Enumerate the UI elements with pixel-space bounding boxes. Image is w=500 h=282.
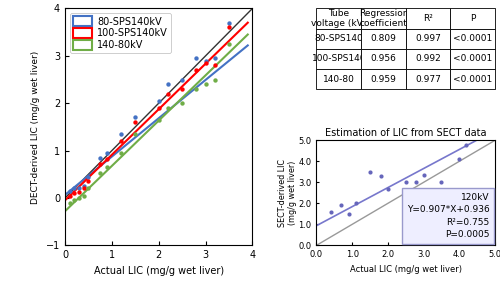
Point xyxy=(402,180,409,185)
Point xyxy=(103,157,111,161)
Point xyxy=(202,58,209,63)
X-axis label: Actual LIC (mg/g wet liver): Actual LIC (mg/g wet liver) xyxy=(94,266,224,276)
X-axis label: Actual LIC (mg/g wet liver): Actual LIC (mg/g wet liver) xyxy=(350,265,462,274)
Point xyxy=(154,118,162,122)
Point xyxy=(75,196,83,200)
Point xyxy=(338,203,345,208)
Point xyxy=(84,179,92,184)
Point xyxy=(84,174,92,179)
Point xyxy=(117,139,125,143)
Y-axis label: DECT-derived LIC (mg/g wet liver): DECT-derived LIC (mg/g wet liver) xyxy=(32,50,40,204)
Point xyxy=(178,77,186,82)
Point xyxy=(164,91,172,96)
Point xyxy=(75,185,83,190)
Point xyxy=(70,198,78,202)
Point xyxy=(103,151,111,155)
Point xyxy=(66,201,74,205)
Point xyxy=(96,171,104,176)
Point xyxy=(103,165,111,169)
Point xyxy=(202,61,209,65)
Point xyxy=(80,184,88,188)
Point xyxy=(132,120,140,124)
Point xyxy=(202,82,209,87)
Point xyxy=(154,99,162,103)
Point xyxy=(96,155,104,160)
Point xyxy=(225,42,233,46)
Text: 120kV
Y=0.907*X+0.936
R²=0.755
P=0.0005: 120kV Y=0.907*X+0.936 R²=0.755 P=0.0005 xyxy=(407,193,490,239)
Point xyxy=(178,87,186,91)
Point xyxy=(420,173,428,177)
Point xyxy=(456,157,464,162)
Point xyxy=(84,186,92,191)
Point xyxy=(438,180,446,185)
Point xyxy=(117,132,125,136)
Point xyxy=(412,180,420,185)
Point xyxy=(225,20,233,25)
Point xyxy=(164,106,172,110)
Y-axis label: SECT-derived LIC
(mg/g wet liver): SECT-derived LIC (mg/g wet liver) xyxy=(278,159,297,227)
Point xyxy=(211,56,219,60)
Point xyxy=(352,201,360,206)
Point xyxy=(462,142,470,147)
Legend: 80-SPS140kV, 100-SPS140kV, 140-80kV: 80-SPS140kV, 100-SPS140kV, 140-80kV xyxy=(70,13,171,53)
Point xyxy=(376,174,384,178)
Point xyxy=(132,132,140,136)
Point xyxy=(154,106,162,110)
Point xyxy=(178,101,186,105)
Point xyxy=(192,56,200,60)
Point xyxy=(366,169,374,174)
Point xyxy=(70,191,78,195)
Point xyxy=(96,162,104,166)
Title: Estimation of LIC from SECT data: Estimation of LIC from SECT data xyxy=(325,128,486,138)
Point xyxy=(327,210,335,214)
Point xyxy=(344,212,352,216)
Point xyxy=(117,151,125,155)
Point xyxy=(66,189,74,193)
Point xyxy=(66,193,74,198)
Point xyxy=(164,82,172,87)
Point xyxy=(75,190,83,195)
Point xyxy=(225,25,233,30)
Point xyxy=(211,77,219,82)
Point xyxy=(80,193,88,198)
Point xyxy=(192,68,200,72)
Point xyxy=(192,87,200,91)
Point xyxy=(132,115,140,120)
Point xyxy=(80,186,88,191)
Point xyxy=(70,186,78,191)
Point xyxy=(211,63,219,68)
Point xyxy=(384,186,392,191)
